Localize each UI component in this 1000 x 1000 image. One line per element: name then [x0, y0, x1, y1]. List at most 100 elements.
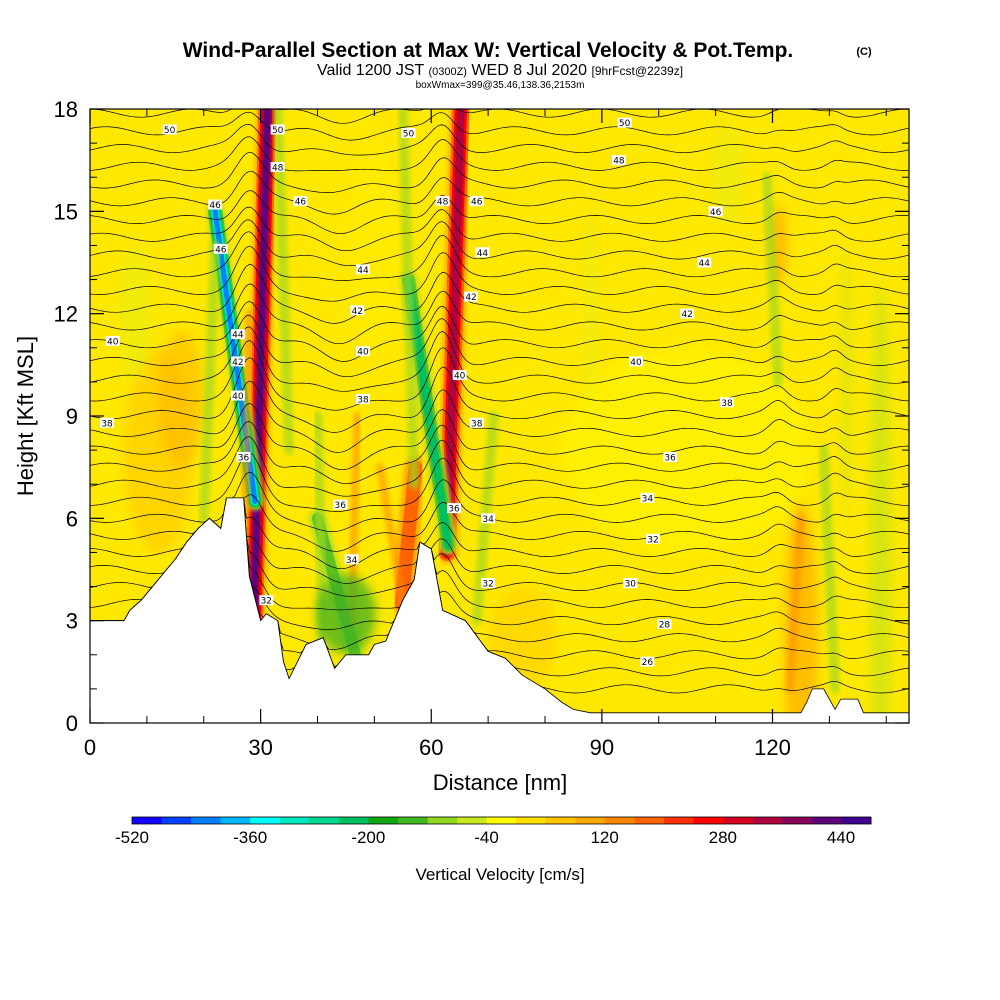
- y-tick-label: 3: [66, 609, 78, 634]
- theta-contour: [90, 314, 909, 378]
- contour-label-bg: [629, 356, 643, 367]
- colorbar-tick-label: -40: [474, 828, 499, 847]
- contour-label: 44: [356, 264, 370, 276]
- contour-label-bg: [230, 329, 245, 340]
- field-blob: [581, 211, 600, 416]
- contour-label-bg: [720, 397, 734, 408]
- field-blob: [561, 348, 813, 553]
- contour-label-bg: [646, 533, 661, 544]
- contour-label: 36: [663, 451, 678, 463]
- contour-label-bg: [356, 346, 370, 357]
- x-tick-label: 0: [84, 735, 96, 760]
- colorbar-swatch: [752, 817, 783, 824]
- theta-contour: [90, 421, 909, 485]
- contour-label-text: 48: [613, 157, 625, 167]
- contour-label-bg: [447, 503, 461, 514]
- colorbar-swatch: [723, 817, 754, 824]
- contour-label: 46: [293, 196, 308, 208]
- contour-label-text: 40: [232, 392, 244, 402]
- contour-label: 44: [697, 257, 712, 269]
- field-blob: [118, 245, 153, 382]
- contour-label: 38: [469, 417, 484, 429]
- contour-label: 42: [680, 308, 695, 320]
- x-axis-label: Distance [nm]: [433, 770, 568, 795]
- field-blob: [869, 280, 892, 723]
- contour-label: 28: [657, 619, 672, 631]
- colorbar-swatch: [457, 817, 488, 824]
- colorbar-swatch: [368, 817, 399, 824]
- colorbar-swatch: [693, 817, 724, 824]
- contour-label-bg: [259, 595, 274, 606]
- theta-contour: [90, 403, 909, 471]
- x-axis: 0 30 60 90 120: [84, 109, 887, 760]
- y-tick-label: 18: [54, 97, 78, 122]
- y-tick-label: 9: [66, 404, 78, 429]
- contour-label: 34: [481, 513, 496, 525]
- contour-label-bg: [401, 127, 416, 138]
- velocity-streak: [443, 109, 465, 557]
- colorbar-swatch: [309, 817, 340, 824]
- contour-label: 42: [230, 356, 245, 368]
- theta-contours: [90, 109, 909, 694]
- theta-contour: [90, 357, 909, 433]
- theta-contour: [90, 452, 909, 512]
- velocity-streak: [198, 240, 221, 524]
- contour-label-text: 38: [471, 419, 483, 429]
- contour-label: 44: [475, 247, 490, 259]
- contour-label-text: 40: [454, 372, 466, 382]
- contour-label: 38: [356, 393, 370, 405]
- field-blob: [351, 143, 398, 348]
- contour-label-bg: [344, 554, 359, 565]
- contour-label: 46: [208, 199, 223, 211]
- contour-label-bg: [464, 291, 479, 302]
- contour-label-text: 46: [215, 245, 227, 255]
- contour-label-text: 42: [681, 310, 692, 320]
- colorbar-swatch: [841, 817, 872, 824]
- contour-label: 40: [452, 370, 467, 382]
- contour-label: 36: [333, 499, 348, 511]
- field-blob: [709, 126, 745, 229]
- contour-label-bg: [230, 356, 245, 367]
- contour-label: 46: [708, 206, 723, 218]
- contour-label: 32: [481, 578, 496, 590]
- y-tick-label: 12: [54, 302, 78, 327]
- contour-label-bg: [481, 578, 496, 589]
- contour-label: 48: [435, 196, 450, 208]
- contour-label-text: 32: [261, 597, 272, 607]
- x-tick-label: 120: [754, 735, 791, 760]
- contour-label-bg: [105, 335, 120, 346]
- contour-label-text: 38: [101, 419, 113, 429]
- velocity-streak: [785, 514, 805, 693]
- title-units: (C): [856, 46, 872, 58]
- theta-contour: [90, 190, 909, 235]
- contour-label-bg: [100, 417, 115, 428]
- contour-label-bg: [333, 499, 348, 510]
- chart-subtitle: Valid 1200 JST (0300Z) WED 8 Jul 2020 [9…: [317, 62, 683, 79]
- contour-label: 38: [720, 397, 734, 409]
- contour-label-text: 42: [352, 307, 363, 317]
- contour-label-bg: [162, 124, 177, 135]
- x-tick-label: 60: [419, 735, 443, 760]
- contour-label-bg: [208, 199, 223, 210]
- contour-label-text: 36: [335, 501, 347, 511]
- velocity-streak: [818, 445, 841, 694]
- y-tick-label: 6: [66, 506, 78, 531]
- colorbar-tick-label: -360: [233, 828, 267, 847]
- contour-label-bg: [657, 619, 672, 630]
- contour-label-text: 48: [272, 163, 284, 173]
- contour-label-text: 44: [232, 331, 244, 341]
- theta-contour: [90, 301, 909, 362]
- x-tick-label: 30: [248, 735, 272, 760]
- colorbar-swatch: [279, 817, 310, 824]
- contour-label-text: 46: [295, 198, 307, 208]
- contour-label: 32: [646, 533, 661, 545]
- subtitle-valid: Valid 1200 JST: [317, 62, 425, 79]
- contour-label-text: 44: [699, 259, 711, 269]
- contour-label-bg: [356, 393, 370, 404]
- contour-label: 26: [640, 656, 655, 668]
- contour-label: 50: [270, 124, 285, 136]
- colorbar-ticks: -520 -360 -200 -40 120 280 440: [115, 828, 855, 847]
- colorbar-swatch: [486, 817, 517, 824]
- contour-label-text: 46: [209, 201, 221, 211]
